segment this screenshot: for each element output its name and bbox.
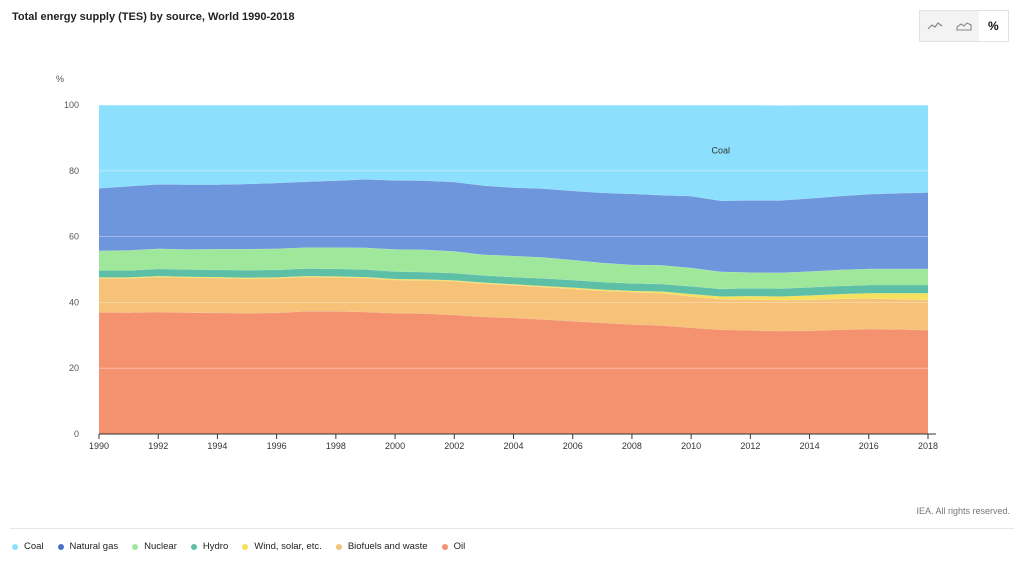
x-tick-label: 2006 (563, 441, 583, 451)
x-tick-label: 2018 (918, 441, 938, 451)
x-tick-label: 1998 (326, 441, 346, 451)
legend-label: Oil (453, 541, 466, 552)
legend-dot-icon (190, 543, 197, 550)
x-tick-label: 2002 (444, 441, 464, 451)
copyright-credit: IEA. All rights reserved. (916, 506, 1010, 516)
annotation-label: Coal (711, 145, 730, 155)
legend-item-oil[interactable]: Oil (441, 541, 466, 552)
legend-divider (10, 528, 1014, 529)
legend-item-wind-solar-etc[interactable]: Wind, solar, etc. (242, 541, 322, 552)
legend-dot-icon (12, 543, 18, 550)
x-tick-label: 2000 (385, 441, 405, 451)
x-tick-label: 2010 (681, 441, 701, 451)
legend-label: Nuclear (144, 541, 177, 552)
line-chart-icon (927, 22, 943, 30)
area-chart-icon (956, 22, 972, 31)
x-tick-label: 2016 (859, 441, 879, 451)
legend-label: Coal (24, 541, 44, 552)
legend-dot-icon (57, 543, 64, 550)
area-natural-gas (99, 179, 928, 273)
legend-item-biofuels-and-waste[interactable]: Biofuels and waste (335, 541, 428, 552)
area-nuclear (99, 247, 928, 289)
legend-dot-icon (132, 543, 139, 550)
x-tick-label: 1992 (148, 441, 168, 451)
y-tick-label: 0 (74, 429, 79, 439)
legend-label: Natural gas (69, 541, 119, 552)
legend-dot-icon (441, 543, 448, 550)
y-tick-label: 100 (64, 100, 79, 110)
chart-legend: Coal Natural gas Nuclear Hydro Wind, solar, … (12, 541, 465, 552)
stacked-area-chart: 0 20 40 60 80 100% 1990 1992 1994 1996 1998 2000 200… (56, 74, 938, 451)
x-tick-label: 2014 (800, 441, 820, 451)
legend-item-nuclear[interactable]: Nuclear (132, 541, 177, 552)
area-view-button[interactable] (949, 11, 978, 41)
legend-label: Hydro (202, 541, 229, 552)
area-oil (99, 311, 928, 434)
legend-dot-icon (242, 543, 249, 550)
area-wind-solar-etc (99, 276, 928, 301)
x-tick-label: 2008 (622, 441, 642, 451)
percent-view-button[interactable]: % (978, 11, 1008, 41)
x-tick-label: 2012 (740, 441, 760, 451)
y-tick-label: 60 (69, 232, 79, 242)
chart-title: Total energy supply (TES) by source, Wor… (12, 11, 295, 23)
x-tick-label: 1996 (267, 441, 287, 451)
x-tick-label: 1990 (89, 441, 109, 451)
legend-label: Biofuels and waste (347, 541, 428, 552)
area-hydro (99, 268, 928, 297)
y-axis-label: % (56, 74, 64, 84)
legend-item-hydro[interactable]: Hydro (190, 541, 229, 552)
line-view-button[interactable] (920, 11, 949, 41)
y-tick-label: 20 (69, 363, 79, 373)
legend-dot-icon (335, 543, 342, 550)
legend-item-natural-gas[interactable]: Natural gas (57, 541, 119, 552)
y-tick-label: 40 (69, 297, 79, 307)
area-coal (99, 105, 928, 201)
chart-view-toggle: % (919, 10, 1009, 42)
area-biofuels-and-waste (99, 277, 928, 332)
legend-item-coal[interactable]: Coal (12, 541, 44, 552)
x-tick-label: 2004 (503, 441, 523, 451)
y-tick-label: 80 (69, 166, 79, 176)
legend-label: Wind, solar, etc. (254, 541, 322, 552)
x-tick-label: 1994 (207, 441, 227, 451)
